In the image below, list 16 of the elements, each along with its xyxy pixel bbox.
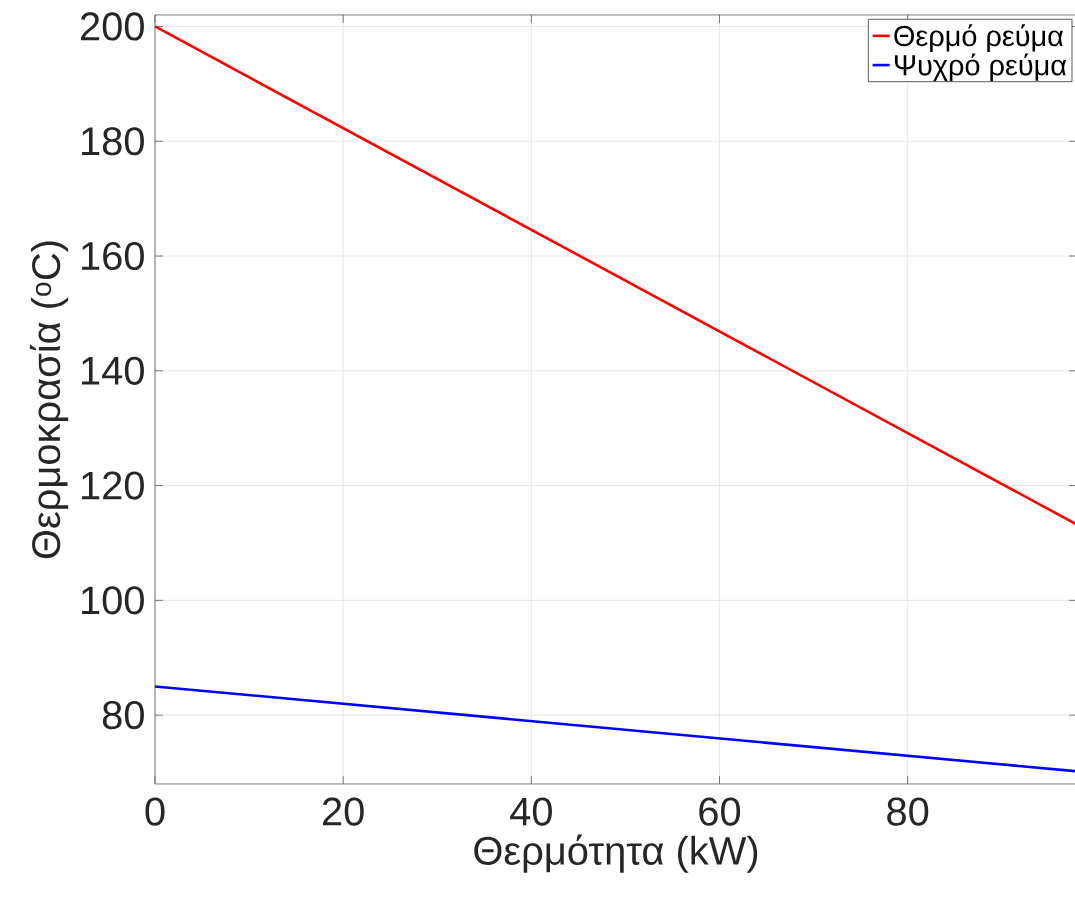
x-tick-label: 20: [323, 797, 364, 826]
x-axis-title: Θερμότητα (kW): [474, 834, 758, 873]
y-tick-label: 120: [82, 471, 144, 500]
y-tick-label: 180: [82, 127, 144, 156]
y-tick-label: 200: [81, 12, 144, 41]
y-axis-title: Θερμοκρασία ($^{o}$C): [29, 241, 69, 559]
y-tick-label: 100: [82, 586, 144, 615]
y-tick-label: 80: [102, 701, 144, 730]
y-tick-label: 140: [82, 356, 144, 385]
x-tick-label: 0: [145, 797, 165, 826]
x-tick-label: 80: [887, 797, 929, 826]
x-tick-label: 60: [699, 797, 741, 826]
legend-label: Ψυχρό ρεύμα: [894, 53, 1067, 82]
legend-label: Θερμό ρεύμα: [894, 24, 1064, 52]
x-tick-label: 40: [510, 797, 552, 826]
y-tick-label: 160: [82, 241, 144, 271]
